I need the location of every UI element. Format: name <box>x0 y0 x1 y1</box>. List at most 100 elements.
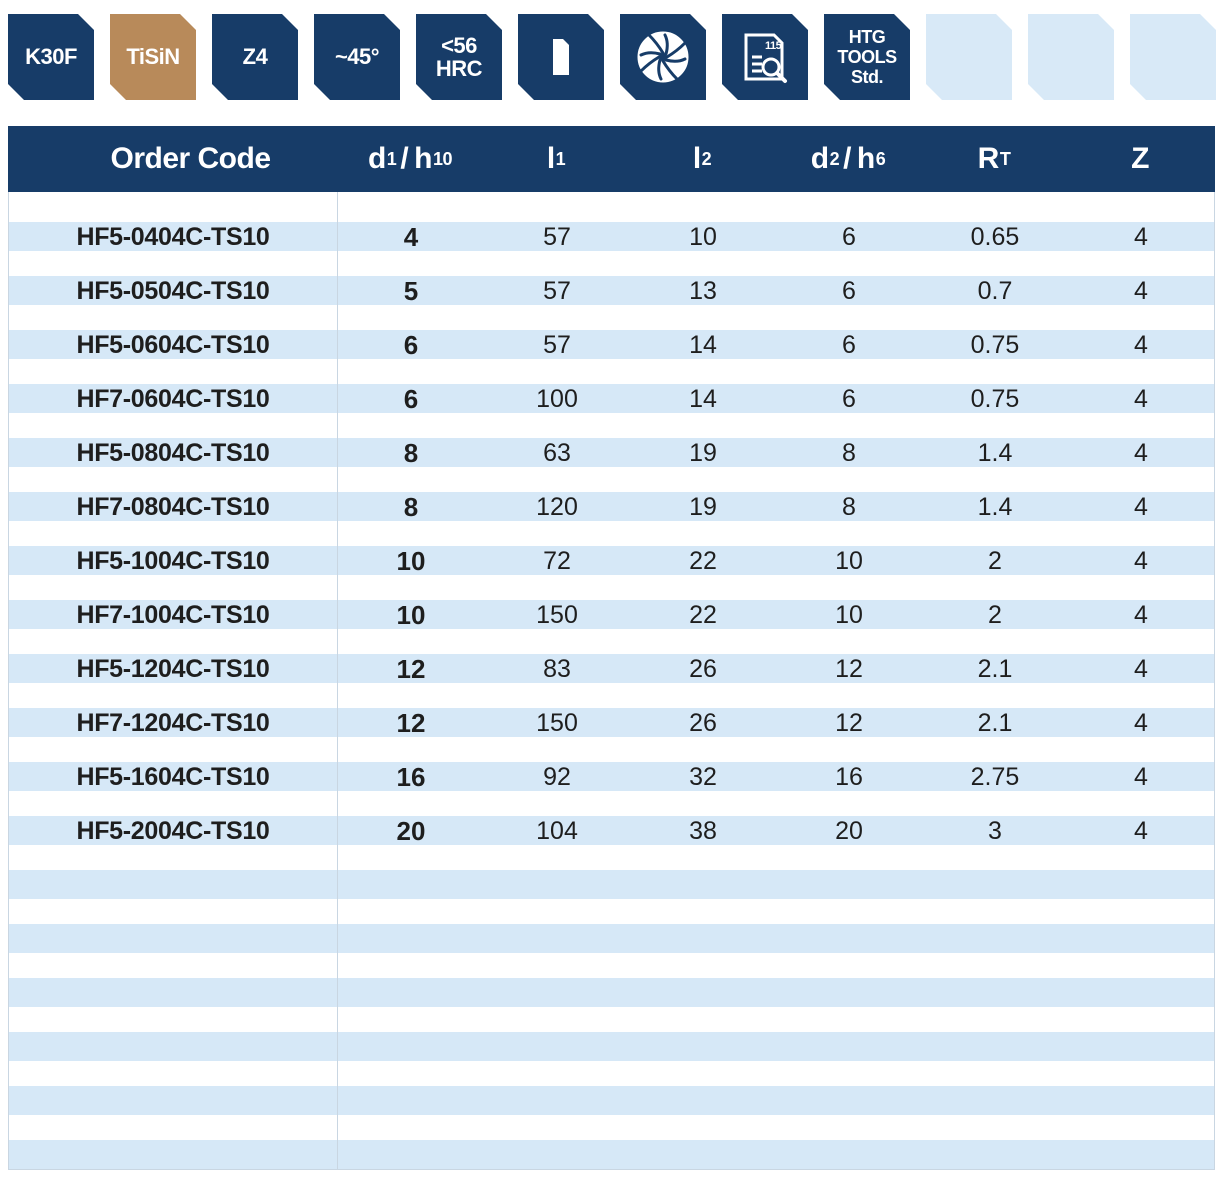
row-stripe <box>9 276 1214 305</box>
header-order-code: Order Code <box>110 142 271 175</box>
l2-cell: 32 <box>689 763 717 791</box>
row-stripe <box>9 222 1214 251</box>
row-stripe <box>9 546 1214 575</box>
table-row: HF5-1204C-TS10 12 83 26 12 2.1 4 <box>9 654 1214 684</box>
d2-cell: 6 <box>842 277 856 305</box>
order-code-cell: HF7-1204C-TS10 <box>76 709 270 737</box>
order-code-cell: HF7-0604C-TS10 <box>76 385 270 413</box>
empty-badge <box>1028 14 1114 100</box>
row-stripe <box>9 438 1214 467</box>
shank-badge <box>518 14 604 100</box>
d1-cell: 10 <box>396 600 426 630</box>
header-d2: d 2/h 6 <box>810 142 886 175</box>
d1-cell: 8 <box>403 492 419 522</box>
row-stripe <box>9 816 1214 845</box>
rt-cell: 2 <box>988 547 1002 575</box>
order-code-cell: HF5-0504C-TS10 <box>76 277 270 305</box>
z-cell: 4 <box>1134 331 1148 359</box>
d1-cell: 6 <box>403 384 419 414</box>
table-row: HF5-0804C-TS10 8 63 19 8 1.4 4 <box>9 438 1214 468</box>
l1-cell: 104 <box>536 817 578 845</box>
hardness-badge-unit: HRC <box>435 56 483 81</box>
rt-cell: 0.75 <box>970 331 1020 359</box>
flutes-badge-label: Z4 <box>242 44 268 69</box>
row-stripe <box>9 1086 1214 1115</box>
order-code-cell: HF5-1204C-TS10 <box>76 655 270 683</box>
l1-cell: 150 <box>536 601 578 629</box>
coating-badge-label: TiSiN <box>126 44 180 69</box>
d2-cell: 6 <box>842 331 856 359</box>
z-cell: 4 <box>1134 763 1148 791</box>
l1-cell: 57 <box>543 277 571 305</box>
table-row: HF7-1004C-TS10 10 150 22 10 2 4 <box>9 600 1214 630</box>
row-stripe <box>9 330 1214 359</box>
d1-cell: 6 <box>403 330 419 360</box>
standard-badge-line2: TOOLS <box>837 47 897 67</box>
l1-cell: 92 <box>543 763 571 791</box>
l2-cell: 22 <box>689 601 717 629</box>
end-mill-cross-section-icon <box>636 30 690 84</box>
l1-cell: 120 <box>536 493 578 521</box>
row-stripe <box>9 600 1214 629</box>
z-cell: 4 <box>1134 223 1148 251</box>
l1-cell: 83 <box>543 655 571 683</box>
l2-cell: 13 <box>689 277 717 305</box>
z-cell: 4 <box>1134 385 1148 413</box>
rt-cell: 2.1 <box>977 655 1013 683</box>
l2-cell: 10 <box>689 223 717 251</box>
d1-cell: 12 <box>396 654 426 684</box>
order-code-cell: HF5-2004C-TS10 <box>76 817 270 845</box>
rt-cell: 1.4 <box>977 439 1013 467</box>
l1-cell: 100 <box>536 385 578 413</box>
rt-cell: 3 <box>988 817 1002 845</box>
order-code-cell: HF5-1004C-TS10 <box>76 547 270 575</box>
empty-badge <box>1130 14 1216 100</box>
rt-cell: 2 <box>988 601 1002 629</box>
row-stripe <box>9 654 1214 683</box>
order-code-cell: HF5-1604C-TS10 <box>76 763 270 791</box>
helix-angle-badge-label: ~45° <box>334 44 380 69</box>
d1-cell: 16 <box>396 762 426 792</box>
empty-badge <box>926 14 1012 100</box>
rt-cell: 2.1 <box>977 709 1013 737</box>
d1-cell: 4 <box>403 222 419 252</box>
row-stripe <box>9 924 1214 953</box>
l2-cell: 38 <box>689 817 717 845</box>
hardness-badge-value: <56 <box>441 33 477 58</box>
l2-cell: 14 <box>689 331 717 359</box>
table-row: HF5-0604C-TS10 6 57 14 6 0.75 4 <box>9 330 1214 360</box>
table-row: HF7-0604C-TS10 6 100 14 6 0.75 4 <box>9 384 1214 414</box>
d2-cell: 12 <box>835 709 863 737</box>
z-cell: 4 <box>1134 547 1148 575</box>
l2-cell: 19 <box>689 493 717 521</box>
d2-cell: 8 <box>842 493 856 521</box>
z-cell: 4 <box>1134 817 1148 845</box>
coating-badge: TiSiN <box>110 14 196 100</box>
d1-cell: 8 <box>403 438 419 468</box>
row-stripe <box>9 1032 1214 1061</box>
l2-cell: 26 <box>689 655 717 683</box>
l1-cell: 57 <box>543 223 571 251</box>
l1-cell: 57 <box>543 331 571 359</box>
table-row: HF7-1204C-TS10 12 150 26 12 2.1 4 <box>9 708 1214 738</box>
grade-badge-label: K30F <box>25 44 77 69</box>
row-stripe <box>9 1140 1214 1169</box>
table-row: HF5-0504C-TS10 5 57 13 6 0.7 4 <box>9 276 1214 306</box>
d2-cell: 10 <box>835 547 863 575</box>
l2-cell: 26 <box>689 709 717 737</box>
standard-badge: HTG TOOLS Std. <box>824 14 910 100</box>
standard-badge-line3: Std. <box>851 67 884 87</box>
d2-cell: 6 <box>842 223 856 251</box>
header-z: Z <box>1131 142 1149 175</box>
l1-cell: 63 <box>543 439 571 467</box>
grade-badge: K30F <box>8 14 94 100</box>
order-code-cell: HF5-0804C-TS10 <box>76 439 270 467</box>
l1-cell: 150 <box>536 709 578 737</box>
table-row: HF5-0404C-TS10 4 57 10 6 0.65 4 <box>9 222 1214 252</box>
rt-cell: 0.7 <box>977 277 1013 305</box>
order-code-cell: HF5-0404C-TS10 <box>76 223 270 251</box>
